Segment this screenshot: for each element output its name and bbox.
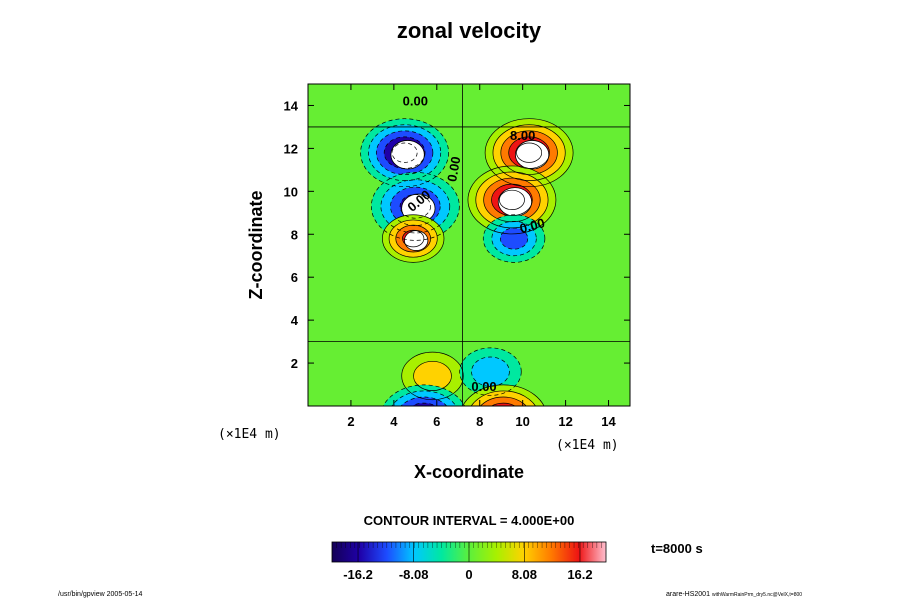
contour-ring bbox=[388, 219, 438, 258]
contour-ring bbox=[480, 396, 527, 406]
field-core-5 bbox=[483, 214, 545, 263]
colorbar-tick-label: 0 bbox=[465, 567, 472, 582]
z-tick-label: 10 bbox=[284, 184, 298, 199]
x-axis-ticks: 2 4 6 8 10 12 14 bbox=[347, 84, 617, 429]
contour-interval: CONTOUR INTERVAL = 4.000E+00 bbox=[364, 513, 575, 528]
contour-ring bbox=[491, 221, 537, 257]
contour-ring bbox=[482, 214, 546, 263]
x-tick-label: 12 bbox=[558, 414, 572, 429]
z-axis-label: Z-coordinate bbox=[246, 190, 266, 299]
contour-ring bbox=[391, 142, 418, 163]
x-unit-left: (×1E4 m) bbox=[218, 427, 281, 442]
field-level bbox=[480, 397, 527, 406]
plot-frame bbox=[307, 83, 631, 407]
x-tick-label: 8 bbox=[476, 414, 483, 429]
contour-ring bbox=[401, 351, 464, 401]
contour-ring bbox=[395, 224, 431, 253]
plot-background bbox=[308, 84, 630, 406]
contour-lines bbox=[308, 84, 630, 428]
x-tick-label: 10 bbox=[515, 414, 529, 429]
contour-ring bbox=[500, 227, 529, 250]
field-level bbox=[491, 409, 516, 428]
contour-ring bbox=[516, 142, 543, 163]
contour-ring bbox=[368, 124, 442, 181]
contour-ring bbox=[399, 194, 431, 219]
field-core-9 bbox=[462, 384, 545, 428]
x-unit-right: (×1E4 m) bbox=[556, 438, 619, 453]
colorbar-tick-label: -8.08 bbox=[399, 567, 429, 582]
field-core-7 bbox=[459, 347, 522, 396]
z-tick-label: 12 bbox=[284, 141, 298, 156]
footer-left: /usr/bin/gpview 2005-05-14 bbox=[58, 591, 143, 598]
contour-ring bbox=[471, 356, 510, 387]
contour-ring bbox=[500, 130, 558, 175]
chart-title: zonal velocity bbox=[397, 18, 542, 43]
contour-ring bbox=[490, 402, 516, 406]
contour-label: 0.00 bbox=[518, 215, 546, 236]
contour-ring bbox=[402, 229, 425, 248]
contour-ring bbox=[491, 183, 533, 217]
x-tick-label: 4 bbox=[390, 414, 398, 429]
colorbar-tick-label: 16.2 bbox=[567, 567, 592, 582]
z-tick-label: 4 bbox=[291, 313, 299, 328]
footer-right-sub: withWarmRainPrm_dry5.nc@VelX,t=800 bbox=[712, 592, 802, 598]
z-axis-ticks: 2 4 6 8 10 12 14 bbox=[284, 98, 630, 371]
field-level bbox=[471, 357, 510, 387]
contour-ring bbox=[467, 165, 557, 235]
colorbar-ticks: -16.2 -8.08 0 8.08 16.2 bbox=[336, 542, 602, 582]
contour-ring bbox=[370, 172, 460, 241]
field-level bbox=[401, 397, 447, 406]
contour-label: 0.00 bbox=[444, 155, 463, 183]
x-axis-label: X-coordinate bbox=[414, 462, 524, 482]
contour-ring bbox=[459, 347, 522, 396]
z-tick-label: 8 bbox=[291, 227, 298, 242]
contour-ring bbox=[491, 409, 516, 428]
contour-ring bbox=[382, 384, 466, 406]
contour-ring bbox=[499, 189, 525, 210]
contour-ring bbox=[483, 177, 541, 223]
contour-ring bbox=[475, 171, 549, 229]
field-level bbox=[413, 361, 452, 391]
contour-ring bbox=[375, 130, 434, 175]
field-saturated bbox=[404, 230, 429, 251]
contour-ring bbox=[470, 390, 536, 406]
z-tick-label: 2 bbox=[291, 356, 298, 371]
footer-right-main-text: arare-HS2001 bbox=[666, 591, 710, 598]
field-saturated bbox=[390, 140, 425, 170]
z-tick-label: 6 bbox=[291, 270, 298, 285]
field-saturated bbox=[497, 187, 533, 217]
contour-ring bbox=[383, 136, 426, 169]
contour-ring bbox=[413, 360, 452, 391]
x-tick-label: 6 bbox=[433, 414, 440, 429]
x-tick-label: 14 bbox=[601, 414, 616, 429]
contour-ring bbox=[484, 118, 574, 188]
contour-ring bbox=[360, 118, 449, 188]
contour-ring bbox=[380, 179, 451, 234]
x-tick-label: 2 bbox=[347, 414, 354, 429]
footer-right-main: arare-HS2001 withWarmRainPrm_dry5.nc@VelX… bbox=[666, 591, 802, 598]
contour-ring bbox=[492, 124, 566, 181]
contour-label: 0.00 bbox=[471, 379, 496, 394]
contour-ring bbox=[390, 186, 441, 226]
z-tick-label: 14 bbox=[284, 98, 299, 113]
colorbar-tick-label: -16.2 bbox=[343, 567, 373, 582]
contour-ring bbox=[382, 214, 445, 263]
time-label: t=8000 s bbox=[651, 541, 703, 556]
field-saturated bbox=[514, 140, 550, 170]
colorbar-tick-label: 8.08 bbox=[512, 567, 537, 582]
contour-label: 8.00 bbox=[510, 128, 535, 143]
contour-ring bbox=[411, 402, 437, 406]
field-core-8 bbox=[383, 384, 465, 406]
contour-ring bbox=[462, 384, 545, 406]
contour-label: 0.00 bbox=[403, 93, 428, 108]
